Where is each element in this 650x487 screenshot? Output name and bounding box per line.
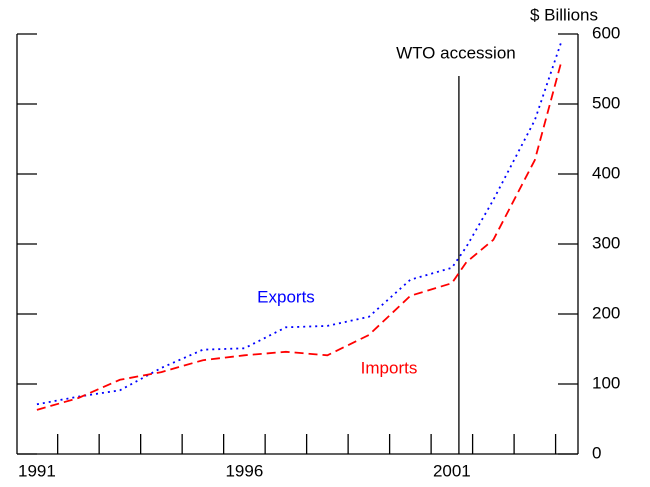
series-line [36,59,563,411]
y-tick-label: 300 [592,233,620,252]
y-tick-label: 0 [592,443,601,462]
y-tick-label: 600 [592,23,620,42]
series-label: Exports [257,287,315,306]
y-tick-label: 100 [592,373,620,392]
x-tick-label: 1996 [225,461,263,480]
y-tick-label: 500 [592,93,620,112]
plot-area [17,34,578,454]
y-tick-label: 200 [592,303,620,322]
y-tick-label: 400 [592,163,620,182]
x-tick-label: 1991 [18,461,56,480]
annotation-label: WTO accession [396,43,516,62]
x-tick-label: 2001 [433,461,471,480]
series-label: Imports [361,358,418,377]
y-axis-label: $ Billions [530,5,598,24]
series-line [36,40,563,406]
